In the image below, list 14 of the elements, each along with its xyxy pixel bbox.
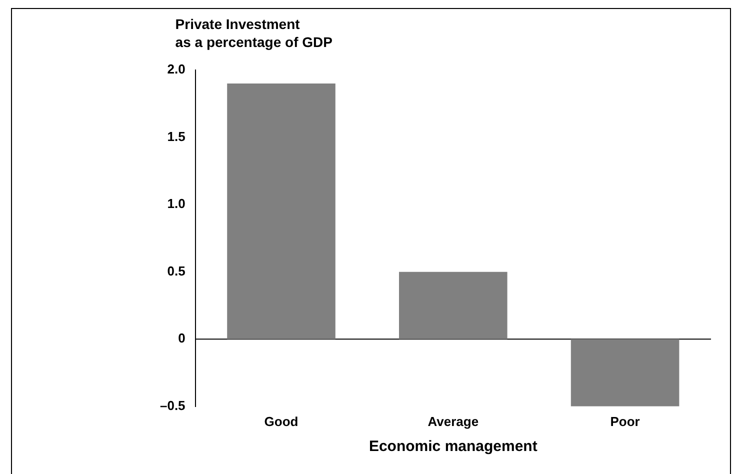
chart-title: Private Investment as a percentage of GDP	[175, 16, 332, 50]
x-tick-label: Good	[264, 414, 298, 429]
x-axis-title: Economic management	[368, 438, 538, 456]
bar	[227, 83, 336, 340]
y-tick-label: 1.5	[167, 128, 186, 144]
y-tick-label: 0.5	[167, 263, 186, 278]
y-tick-label: 1.0	[167, 196, 186, 212]
bar	[399, 272, 508, 340]
y-tick-label: 0	[178, 330, 186, 346]
x-tick-label: Poor	[610, 414, 640, 429]
y-tick-label: –0.5	[160, 398, 186, 413]
x-tick-label: Average	[428, 414, 479, 429]
y-tick-label: 2.0	[167, 62, 186, 77]
bar	[570, 339, 680, 406]
